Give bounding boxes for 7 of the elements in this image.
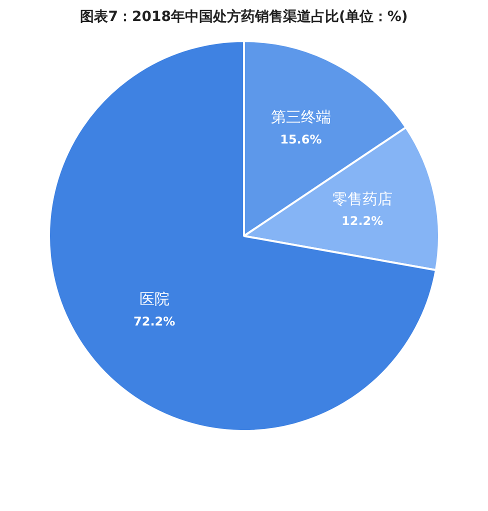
data-label: 72.2%: [134, 314, 176, 328]
slice-label: 医院: [139, 290, 170, 308]
data-label: 12.2%: [341, 214, 384, 228]
data-label: 15.6%: [280, 132, 322, 146]
chart-title: 图表7：2018年中国处方药销售渠道占比(单位：%): [79, 8, 409, 26]
slice-label: 零售药店: [332, 190, 392, 208]
slice-label: 第三终端: [270, 108, 331, 126]
